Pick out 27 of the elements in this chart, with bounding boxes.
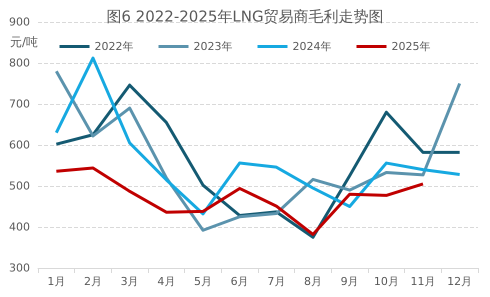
y-tick-label: 800	[9, 56, 30, 70]
y-tick-label: 500	[9, 180, 30, 192]
legend-label: 2023年	[194, 40, 233, 53]
x-tick-label: 2月	[84, 275, 102, 288]
chart-title: 图6 2022-2025年LNG贸易商毛利走势图	[106, 8, 384, 26]
legend-label: 2025年	[391, 40, 430, 53]
x-tick-label: 1月	[47, 275, 66, 288]
x-tick-label: 12月	[447, 275, 472, 288]
legend-label: 2024年	[292, 40, 332, 53]
x-tick-label: 3月	[120, 275, 139, 288]
y-tick-label: 700	[9, 98, 30, 110]
x-tick-label: 4月	[157, 275, 176, 288]
x-tick-label: 8月	[304, 275, 322, 288]
x-tick-label: 11月	[410, 275, 436, 288]
x-tick-label: 6月	[230, 275, 249, 288]
x-tick-label: 9月	[340, 275, 359, 288]
x-tick-label: 7月	[267, 275, 286, 288]
y-tick-label: 600	[9, 138, 30, 152]
y-tick-label: 400	[9, 220, 30, 234]
x-tick-label: 5月	[194, 275, 212, 288]
y-axis-title: 元/吨	[10, 35, 38, 49]
y-tick-label: 900	[9, 16, 30, 28]
y-tick-label: 300	[9, 262, 30, 274]
line-series	[54, 166, 424, 236]
line-series	[54, 56, 462, 216]
x-tick-label: 10月	[374, 275, 399, 288]
legend-label: 2022年	[94, 40, 134, 53]
